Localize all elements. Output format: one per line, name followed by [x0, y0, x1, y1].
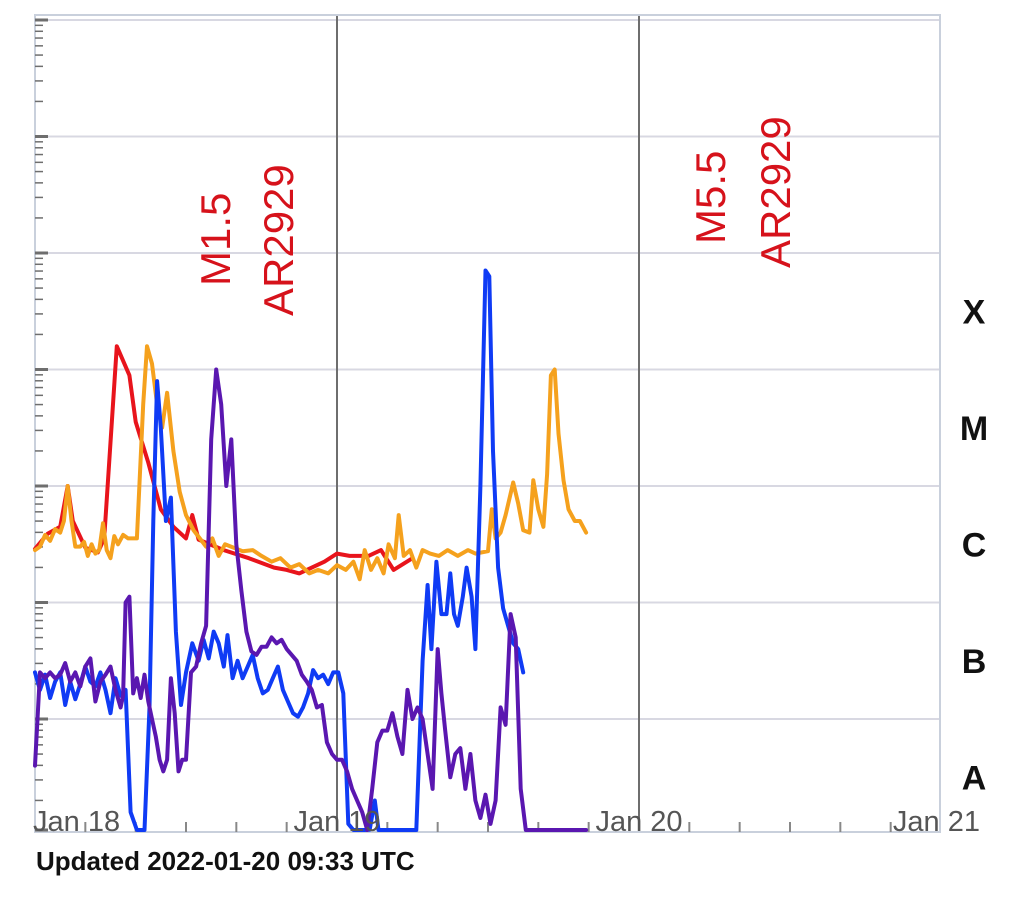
flare-region-label: AR2929: [255, 164, 302, 316]
x-tick-label: Jan 21: [893, 806, 980, 838]
class-label-B: B: [962, 643, 987, 681]
series-line-2: [33, 268, 526, 832]
flare-class-label: M1.5: [192, 193, 239, 286]
series-line-3: [33, 367, 589, 832]
flare-class-label: M5.5: [687, 151, 734, 244]
class-label-A: A: [962, 759, 987, 797]
class-label-M: M: [960, 410, 988, 448]
flare-region-label: AR2929: [752, 116, 799, 268]
xray-flux-chart: Jan 18 Jan 19 Jan 20 Jan 21 A B C M X M1.5 AR2929 M…: [33, 14, 988, 838]
class-label-X: X: [963, 293, 986, 331]
series-line-1: [33, 344, 589, 582]
x-tick-label: Jan 20: [595, 806, 682, 838]
x-tick-label: Jan 18: [33, 806, 120, 838]
x-tick-label: Jan 19: [293, 806, 380, 838]
class-label-C: C: [962, 526, 987, 564]
updated-timestamp: Updated 2022-01-20 09:33 UTC: [36, 846, 415, 876]
